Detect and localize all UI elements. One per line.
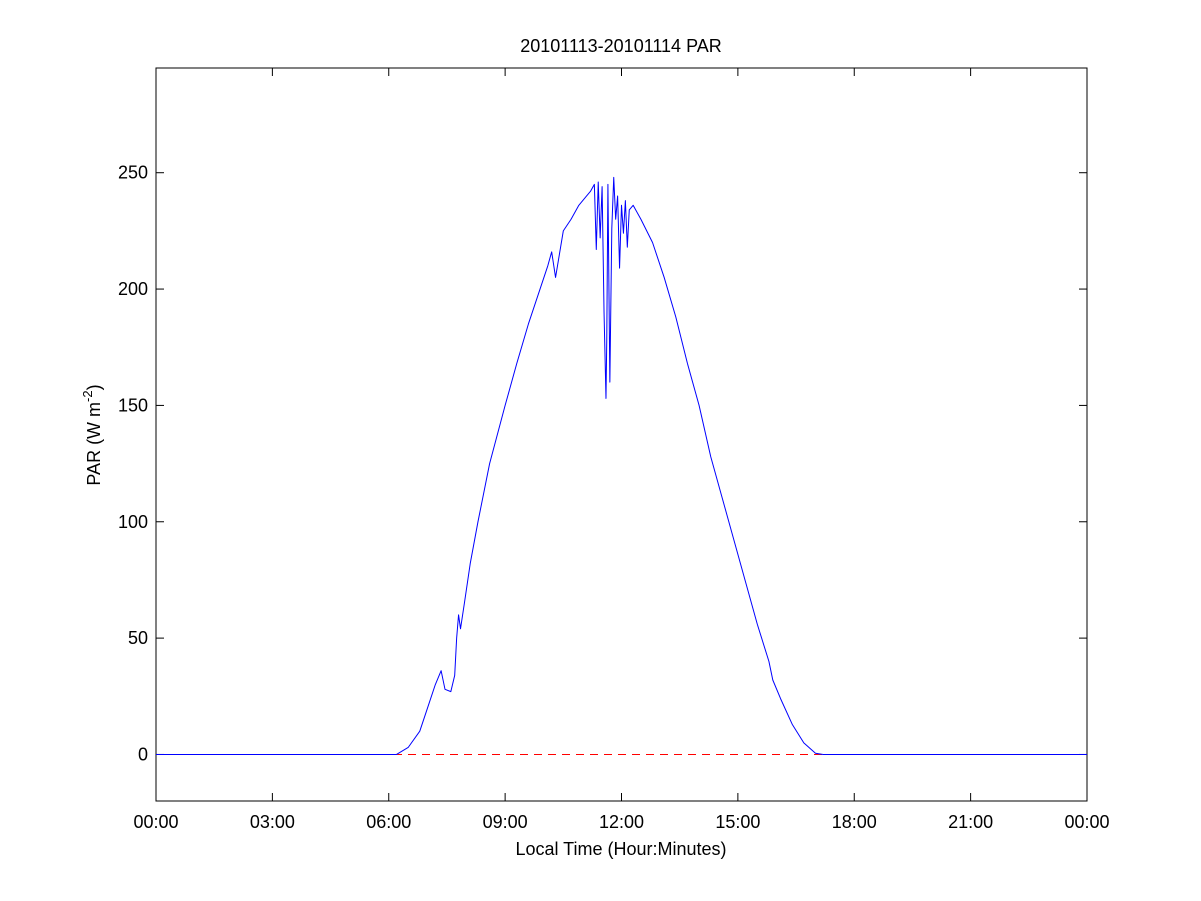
x-tick-label: 00:00	[133, 812, 178, 832]
x-tick-label: 06:00	[366, 812, 411, 832]
x-tick-label: 03:00	[250, 812, 295, 832]
x-tick-label: 21:00	[948, 812, 993, 832]
y-axis-label-main: PAR (W m	[84, 402, 104, 486]
y-tick-label: 0	[138, 744, 148, 764]
x-axis-tick-labels: 00:00 03:00 06:00 09:00 12:00 15:00 18:00 21:00…	[133, 812, 1109, 832]
x-tick-label: 09:00	[483, 812, 528, 832]
y-axis-label-close: )	[84, 384, 104, 390]
x-tick-label: 18:00	[832, 812, 877, 832]
y-tick-label: 150	[118, 395, 148, 415]
x-axis-label: Local Time (Hour:Minutes)	[515, 839, 726, 859]
x-tick-label: 15:00	[715, 812, 760, 832]
y-tick-label: 250	[118, 163, 148, 183]
y-tick-label: 200	[118, 279, 148, 299]
y-axis-tick-labels: 0 50 100 150 200 250	[118, 163, 148, 765]
chart-title: 20101113-20101114 PAR	[520, 36, 722, 56]
plot-area-frame	[155, 67, 1088, 802]
series-layer	[156, 176, 1087, 755]
y-axis-label-superscript: -2	[80, 390, 95, 402]
y-axis-label: PAR (W m-2)	[80, 384, 104, 485]
y-tick-label: 100	[118, 512, 148, 532]
x-tick-label: 00:00	[1064, 812, 1109, 832]
par-series-line	[156, 176, 1087, 755]
x-tick-label: 12:00	[599, 812, 644, 832]
y-tick-label: 50	[128, 628, 148, 648]
